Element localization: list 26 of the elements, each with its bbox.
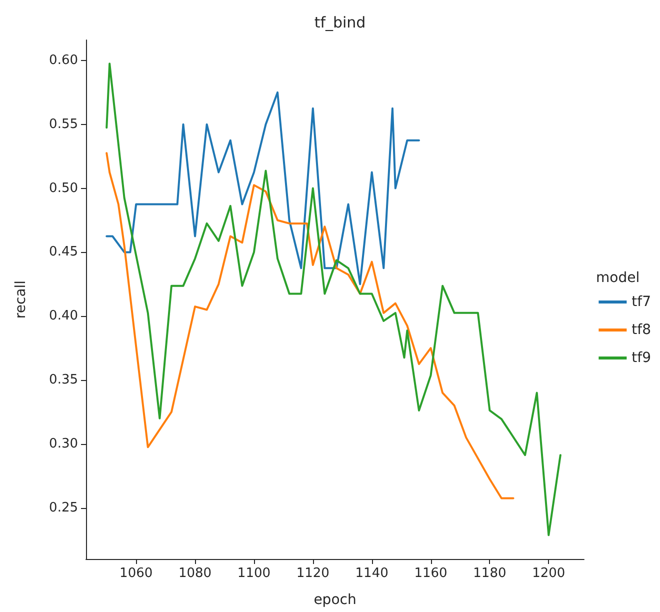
legend-label: tf8 — [632, 322, 652, 338]
y-tick-label: 0.60 — [49, 52, 78, 68]
line-series — [106, 91, 420, 286]
y-tick-label: 0.45 — [49, 244, 78, 260]
y-tick-label: 0.50 — [49, 180, 78, 196]
chart-title: tf_bind — [314, 14, 366, 32]
line-series — [106, 62, 562, 536]
x-tick-label: 1120 — [296, 566, 330, 581]
x-tick-label: 1060 — [120, 566, 153, 581]
legend-title: model — [596, 270, 640, 286]
x-tick-label: 1200 — [532, 566, 566, 581]
legend-label: tf7 — [632, 294, 652, 310]
x-tick-label: 1100 — [237, 566, 271, 581]
legend-label: tf9 — [632, 350, 652, 366]
line-series — [106, 152, 514, 500]
y-tick-label: 0.35 — [49, 372, 78, 388]
y-tick-label: 0.55 — [49, 116, 78, 132]
x-tick-label: 1180 — [473, 566, 506, 581]
y-tick-label: 0.30 — [49, 436, 78, 452]
x-tick-label: 1140 — [355, 566, 388, 581]
y-axis-title: recall — [13, 280, 29, 319]
x-tick-label: 1160 — [414, 566, 448, 581]
y-tick-label: 0.40 — [49, 308, 78, 324]
y-tick-label: 0.25 — [49, 500, 78, 516]
x-axis-title: epoch — [314, 592, 356, 608]
x-tick-label: 1080 — [178, 566, 212, 581]
